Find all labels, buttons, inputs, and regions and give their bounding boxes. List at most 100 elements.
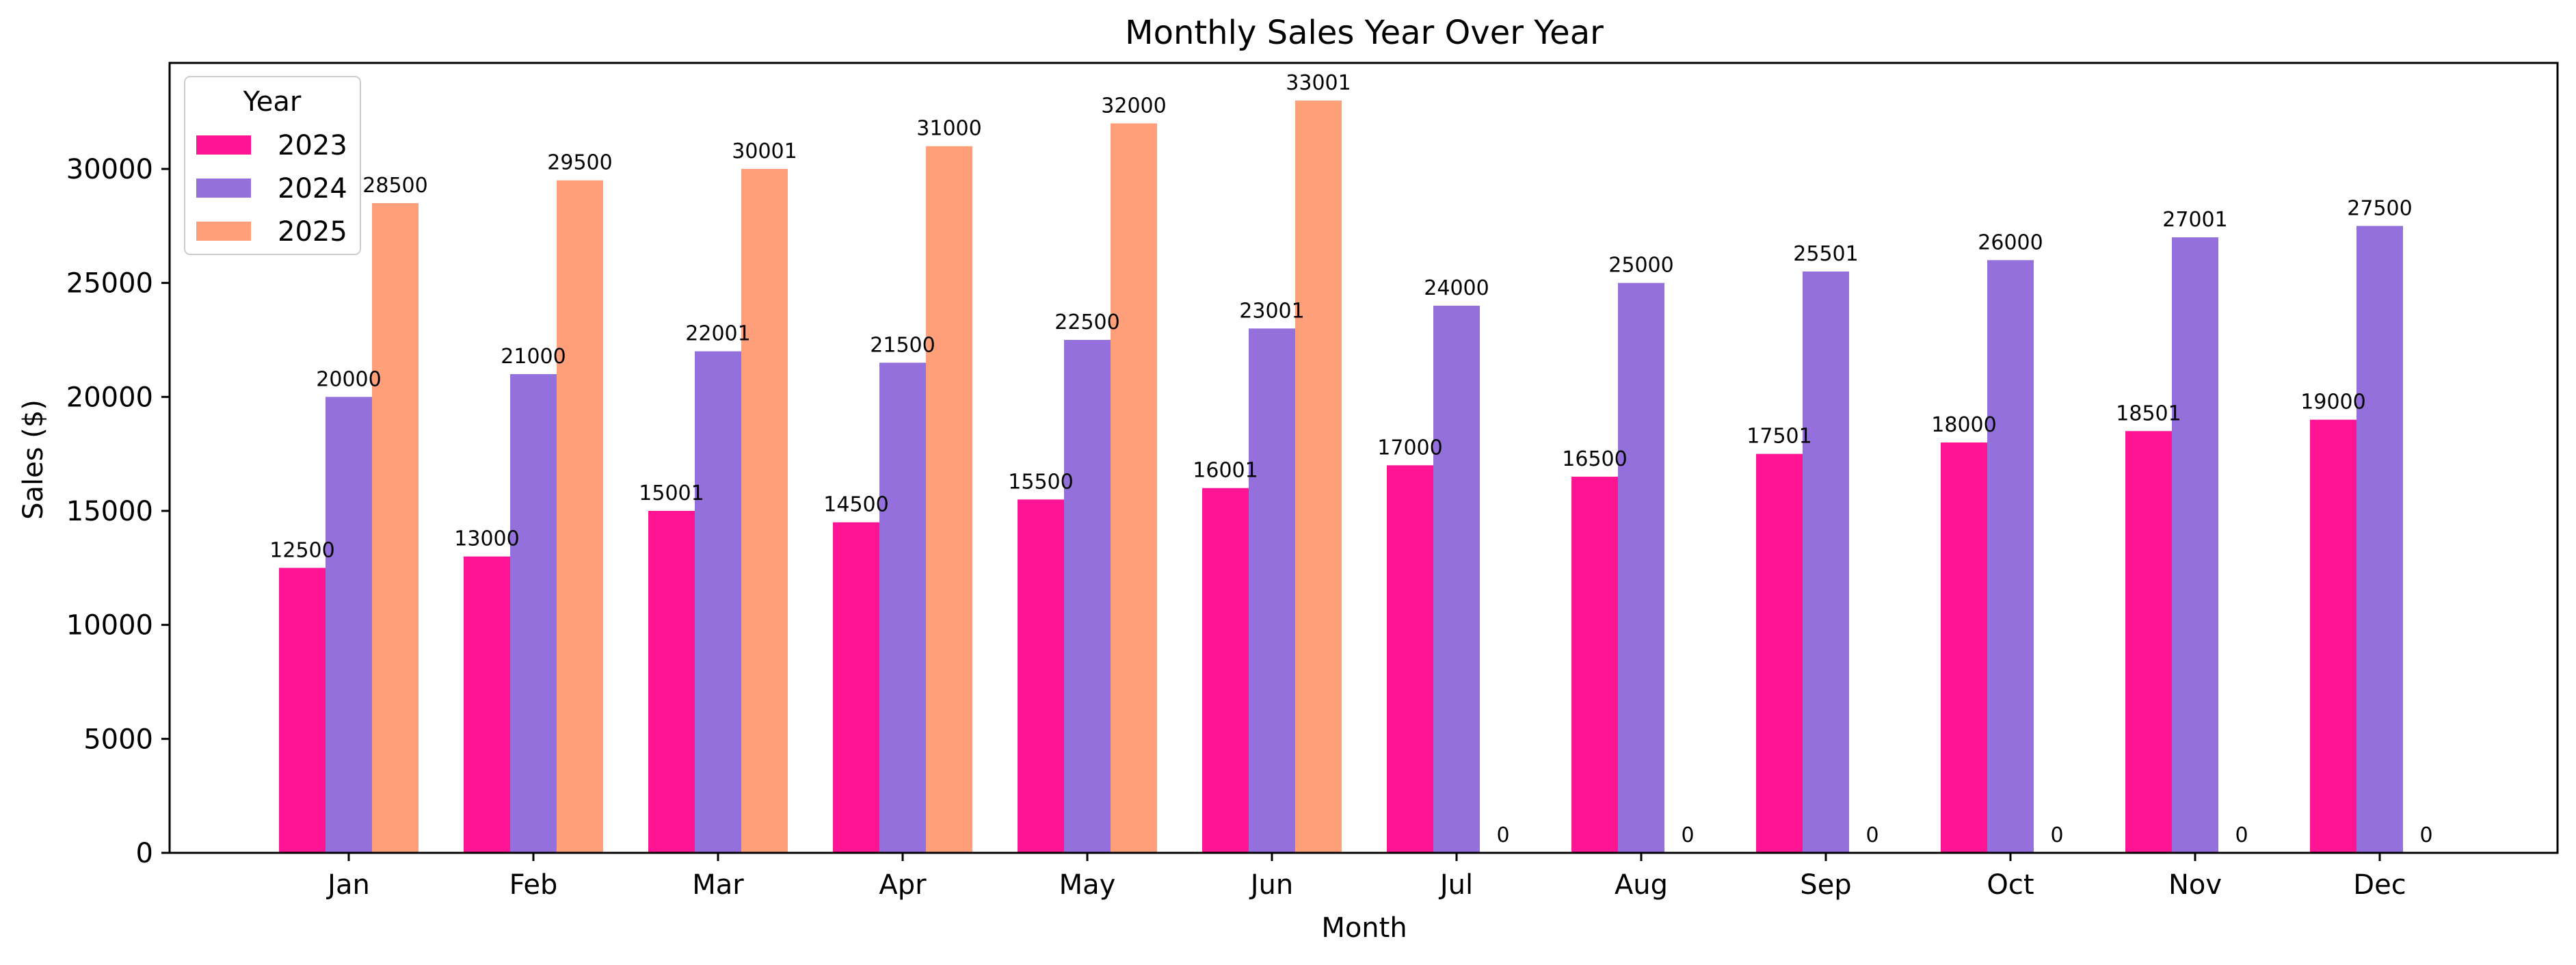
data-label-2023-jan: 12500 [269,538,334,562]
legend: Year 2023 2024 2025 [184,76,361,255]
data-label-2024-feb: 21000 [501,345,566,369]
bar-2023-sep [1756,453,1803,853]
x-tick-label-sep: Sep [1800,869,1851,901]
bar-2023-jun [1202,488,1249,853]
data-label-2023-dec: 19000 [2300,391,2365,414]
data-label-2023-jul: 17000 [1377,436,1442,460]
data-label-2023-aug: 16500 [1562,447,1627,471]
bar-2023-oct [1941,442,1987,853]
y-axis-ticks: 0 5000 10000 15000 20000 25000 30000 [66,154,170,869]
bar-2023-nov [2125,431,2172,853]
data-label-2024-sep: 25501 [1793,242,1858,266]
bar-2024-feb [510,374,557,853]
legend-label-2024: 2024 [278,173,347,204]
y-tick-label-30000: 30000 [66,154,153,185]
data-label-2023-feb: 13000 [454,527,519,551]
y-tick-label-15000: 15000 [66,496,153,527]
data-label-2024-oct: 26000 [1978,230,2043,254]
bar-2025-apr [926,146,972,853]
x-tick-label-aug: Aug [1615,869,1668,901]
x-tick-label-jun: Jun [1249,869,1294,901]
data-label-2023-apr: 14500 [823,493,888,517]
bar-2024-mar [695,351,741,853]
data-label-2024-aug: 25000 [1608,254,1673,278]
x-tick-label-feb: Feb [509,869,558,901]
bar-2025-jun [1295,100,1342,853]
x-tick-label-nov: Nov [2168,869,2222,901]
data-label-2023-nov: 18501 [2116,401,2181,425]
x-tick-label-apr: Apr [879,869,927,901]
bar-2024-aug [1618,282,1664,854]
y-tick-label-20000: 20000 [66,382,153,413]
bar-2024-dec [2356,226,2403,853]
legend-swatch-2023 [196,135,251,155]
data-label-2025-may: 32000 [1101,94,1166,118]
x-tick-label-oct: Oct [1987,869,2034,901]
data-label-2023-may: 15500 [1008,470,1073,494]
bar-2023-jan [279,568,326,853]
bar-2024-jan [326,397,372,853]
x-tick-label-jan: Jan [326,869,370,901]
bar-2023-may [1018,499,1064,853]
data-label-2025-apr: 31000 [916,117,981,141]
y-tick-label-5000: 5000 [83,724,153,755]
x-tick-label-dec: Dec [2353,869,2406,901]
bar-2024-jul [1433,306,1480,854]
data-label-2025-jun: 33001 [1286,71,1351,95]
y-tick-label-0: 0 [136,838,153,869]
x-tick-label-jul: Jul [1438,869,1473,901]
data-label-2024-jan: 20000 [316,367,381,391]
bar-2023-feb [464,556,510,853]
bar-2023-mar [648,510,695,853]
bar-2023-jul [1387,465,1433,853]
bar-2024-apr [879,362,926,853]
data-label-2025-sep: 0 [1865,823,1878,847]
data-label-2025-mar: 30001 [732,140,797,163]
data-label-2025-feb: 29500 [547,151,612,175]
bars-layer [279,100,2403,854]
data-label-2025-jan: 28500 [362,174,427,198]
y-tick-label-10000: 10000 [66,610,153,642]
legend-swatch-2024 [196,179,251,198]
data-label-2024-may: 22500 [1054,310,1119,334]
data-label-2025-oct: 0 [2050,823,2063,847]
chart-title: Monthly Sales Year Over Year [1125,14,1604,52]
bar-2025-feb [557,180,603,853]
legend-label-2025: 2025 [278,216,347,248]
plot-area-frame [168,62,2559,854]
bar-2024-sep [1803,271,1849,853]
bar-2023-apr [833,522,879,853]
data-labels-layer: 12500 20000 28500 13000 21000 29500 15001 22001… [269,71,2432,847]
data-label-2024-jul: 24000 [1424,276,1489,300]
bar-2024-nov [2172,237,2218,853]
data-label-2025-jul: 0 [1496,823,1509,847]
data-label-2024-dec: 27500 [2347,196,2412,220]
y-axis-label: Sales ($) [18,399,49,520]
data-label-2023-mar: 15001 [639,481,704,505]
y-tick-label-25000: 25000 [66,268,153,300]
x-axis-label: Month [1321,912,1407,944]
bar-2025-may [1111,123,1157,853]
data-label-2024-jun: 23001 [1239,299,1304,323]
bar-2023-dec [2310,419,2356,853]
data-label-2023-jun: 16001 [1193,459,1258,483]
bar-2024-oct [1987,260,2034,853]
legend-title: Year [243,86,302,118]
x-axis-ticks: Jan Feb Mar Apr May Jun Jul Aug Sep Oct Nov Dec [326,853,2406,901]
data-label-2025-aug: 0 [1681,823,1694,847]
data-label-2024-apr: 21500 [870,333,935,357]
data-label-2025-dec: 0 [2419,823,2432,847]
legend-swatch-2025 [196,222,251,241]
data-label-2023-sep: 17501 [1747,425,1811,449]
data-label-2024-mar: 22001 [685,322,750,346]
x-tick-label-may: May [1059,869,1116,901]
x-tick-label-mar: Mar [692,869,744,901]
bar-2023-aug [1571,477,1618,853]
bar-2025-mar [741,168,788,853]
legend-box [184,76,361,255]
bar-2025-jan [372,203,419,853]
data-label-2024-nov: 27001 [2162,208,2227,232]
data-label-2023-oct: 18000 [1931,413,1996,437]
